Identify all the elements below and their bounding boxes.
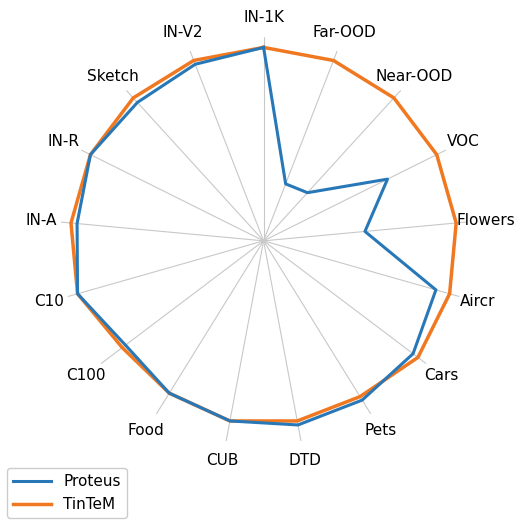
Legend: Proteus, TinTeM: Proteus, TinTeM [7,468,127,518]
